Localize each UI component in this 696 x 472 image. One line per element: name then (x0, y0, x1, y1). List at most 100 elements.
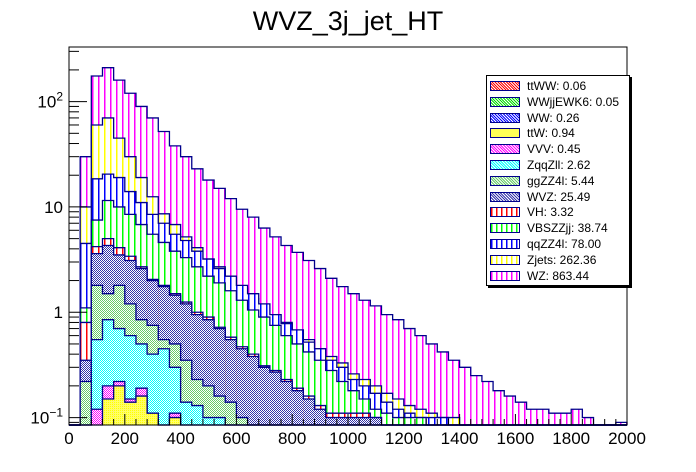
bar-vbszzjj (303, 351, 315, 425)
bar-wvz (314, 409, 326, 425)
bar-qqzz4l (426, 417, 438, 425)
x-tick-label: 2000 (608, 429, 646, 448)
bar-zqqzll (202, 417, 215, 425)
legend-swatch (490, 270, 520, 281)
bar-zqqzll (214, 417, 226, 425)
bar-wz (359, 300, 371, 425)
bar-vbszzjj (325, 370, 337, 425)
bar-wz (348, 293, 360, 425)
x-tick-label: 600 (222, 429, 250, 448)
bar-wz (560, 413, 572, 425)
legend-item-vbszzjj: VBSZZjj: 38.74 (490, 221, 608, 235)
legend-swatch (490, 191, 520, 202)
legend-label: WW: 0.26 (527, 110, 580, 125)
legend-label: WWjjEWK6: 0.05 (527, 94, 620, 109)
bar-wvz (269, 372, 282, 425)
bar-ggzz4l (236, 417, 248, 425)
x-tick-label: 200 (111, 429, 139, 448)
bar-wz (582, 417, 594, 425)
x-tick-label: 1400 (441, 429, 479, 448)
bar-wvz (359, 417, 371, 425)
bar-zqqzll (191, 405, 203, 425)
bar-wz (314, 268, 326, 425)
legend-label: VBSZZjj: 38.74 (527, 221, 608, 236)
legend-item-ttw: ttW: 0.94 (490, 126, 575, 140)
bar-wz (426, 343, 438, 425)
legend-item-wwjjewk6: WWjjEWK6: 0.05 (490, 95, 619, 109)
bar-zqqzll (169, 367, 181, 425)
bar-ttw (124, 402, 136, 425)
bar-wvz (292, 390, 304, 425)
bar-zqqzll (124, 335, 136, 425)
legend-label: Zjets: 262.36 (527, 252, 597, 267)
bar-wz (537, 409, 549, 425)
legend-label: WZ: 863.44 (527, 268, 590, 283)
legend-swatch (490, 112, 520, 123)
x-tick-label: 1800 (552, 429, 590, 448)
legend-swatch (490, 144, 520, 155)
bar-wvz (303, 399, 315, 425)
y-tick-label: 10 (44, 198, 63, 217)
bar-wz (414, 335, 427, 425)
legend-label: VVV: 0.45 (527, 142, 581, 157)
bar-zqqzll (102, 319, 114, 425)
x-tick-label: 800 (278, 429, 306, 448)
legend-swatch (490, 223, 520, 234)
bar-wvz (247, 356, 259, 425)
legend-swatch (490, 254, 520, 265)
bar-wz (504, 396, 516, 425)
bar-wz (548, 413, 561, 425)
bar-vbszzjj (336, 381, 348, 425)
x-tick-label: 0 (64, 429, 73, 448)
legend-item-zqqzll: ZqqZll: 2.62 (490, 158, 590, 172)
bar-vbszzjj (392, 417, 404, 425)
bar-wz (381, 314, 393, 425)
bar-vbszzjj (381, 413, 393, 425)
legend-label: ttW: 0.94 (527, 126, 575, 141)
bar-vbszzjj (414, 417, 427, 425)
chart-title: WVZ_3j_jet_HT (252, 6, 444, 36)
bar-zqqzll (91, 339, 103, 425)
x-tick-label: 1000 (329, 429, 367, 448)
bar-ggzz4l (80, 381, 92, 425)
bar-ttw (113, 385, 125, 425)
bar-ttw (135, 396, 148, 425)
bar-wz (325, 278, 337, 425)
bar-wz (470, 375, 482, 425)
legend-swatch (490, 207, 520, 218)
legend-swatch (490, 128, 520, 139)
bar-zqqzll (180, 402, 192, 425)
legend-swatch (490, 175, 520, 186)
legend-item-vh: VH: 3.32 (490, 205, 574, 219)
y-tick-label: 102 (37, 90, 63, 112)
legend-item-vvv: VVV: 0.45 (490, 142, 581, 156)
bar-zqqzll (113, 328, 125, 425)
legend-label: ZqqZll: 2.62 (527, 158, 591, 172)
bar-wvz (348, 417, 360, 425)
bar-vbszzjj (403, 417, 415, 425)
legend-label: WVZ: 25.49 (527, 189, 591, 204)
outline-wz (69, 67, 628, 426)
x-tick-label: 1600 (496, 429, 534, 448)
bar-wz (437, 351, 449, 425)
bar-zqqzll (147, 354, 159, 425)
bar-wvz (202, 319, 215, 425)
bar-wvz (325, 417, 337, 425)
bar-wz (392, 319, 404, 425)
bar-wvz (258, 367, 270, 425)
x-tick-label: 400 (166, 429, 194, 448)
bar-wz (526, 409, 538, 425)
bar-wz (571, 409, 583, 425)
bar-vbszzjj (348, 390, 360, 425)
legend-swatch (490, 96, 520, 107)
bar-wvz (370, 417, 382, 425)
series-zqqzll (69, 319, 627, 426)
bar-zjets (448, 417, 460, 425)
legend-label: ggZZ4l: 5.44 (527, 173, 595, 188)
legend-item-wvz: WVZ: 25.49 (490, 190, 590, 204)
bar-wvz (236, 348, 248, 425)
bar-zqqzll (135, 343, 148, 425)
bar-ggzz4l (202, 385, 215, 425)
bar-wz (336, 286, 348, 425)
